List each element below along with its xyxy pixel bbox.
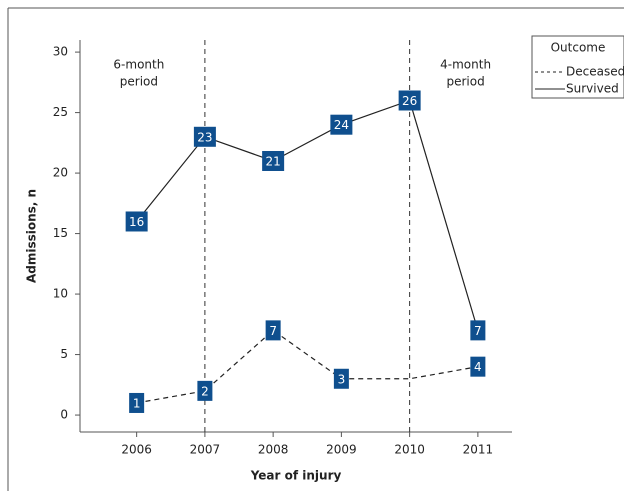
value-label: 24	[334, 118, 349, 132]
value-label: 26	[402, 94, 417, 108]
x-axis-label: Year of injury	[250, 469, 342, 483]
y-tick-label: 5	[60, 347, 68, 361]
y-tick-label: 10	[53, 287, 68, 301]
data-label: 7	[470, 320, 486, 341]
annotation: 4-month	[440, 58, 491, 72]
x-tick-label: 2008	[258, 443, 289, 457]
data-label: 16	[125, 211, 148, 232]
value-label: 4	[474, 360, 482, 374]
legend	[531, 35, 624, 99]
value-label: 3	[338, 372, 346, 386]
data-label: 23	[193, 126, 216, 147]
value-label: 16	[129, 215, 144, 229]
line	[136, 329, 478, 404]
data-label: 4	[470, 356, 486, 377]
label-box	[193, 126, 216, 147]
legend-title: Outcome	[551, 41, 606, 55]
label-box	[470, 356, 486, 377]
x-tick-label: 2006	[121, 443, 152, 457]
y-tick-label: 20	[53, 166, 68, 180]
annotation: period	[120, 75, 158, 89]
y-tick-label: 30	[53, 45, 68, 59]
y-tick-label: 25	[53, 105, 68, 119]
line	[136, 99, 479, 331]
data-label: 2	[197, 380, 213, 401]
y-tick-label: 15	[53, 226, 68, 240]
data-label: 3	[333, 368, 349, 389]
x-tick-label: 2009	[326, 443, 357, 457]
data-label: 21	[262, 150, 285, 171]
value-label: 2	[201, 384, 209, 398]
data-label: 26	[398, 90, 421, 111]
value-label: 7	[269, 324, 277, 338]
label-box	[125, 211, 148, 232]
value-label: 21	[265, 154, 280, 168]
legend-label: Deceased	[566, 65, 624, 79]
data-label: 24	[330, 114, 353, 135]
value-label: 23	[197, 130, 212, 144]
label-box	[197, 380, 213, 401]
x-tick-label: 2011	[463, 443, 494, 457]
y-tick-label: 0	[60, 408, 68, 422]
label-box	[330, 114, 353, 135]
data-label: 1	[129, 392, 145, 413]
legend-label: Survived	[566, 82, 619, 96]
annotation: 6-month	[113, 58, 164, 72]
x-tick-label: 2010	[394, 443, 425, 457]
label-box	[470, 320, 486, 341]
label-box	[262, 150, 285, 171]
x-tick-label: 2007	[190, 443, 221, 457]
label-box	[129, 392, 145, 413]
data-label: 7	[265, 320, 281, 341]
label-box	[398, 90, 421, 111]
annotation: period	[447, 75, 485, 89]
value-label: 1	[133, 396, 141, 410]
label-box	[265, 320, 281, 341]
value-label: 7	[474, 324, 482, 338]
label-box	[333, 368, 349, 389]
y-axis-label: Admissions, n	[25, 189, 39, 283]
